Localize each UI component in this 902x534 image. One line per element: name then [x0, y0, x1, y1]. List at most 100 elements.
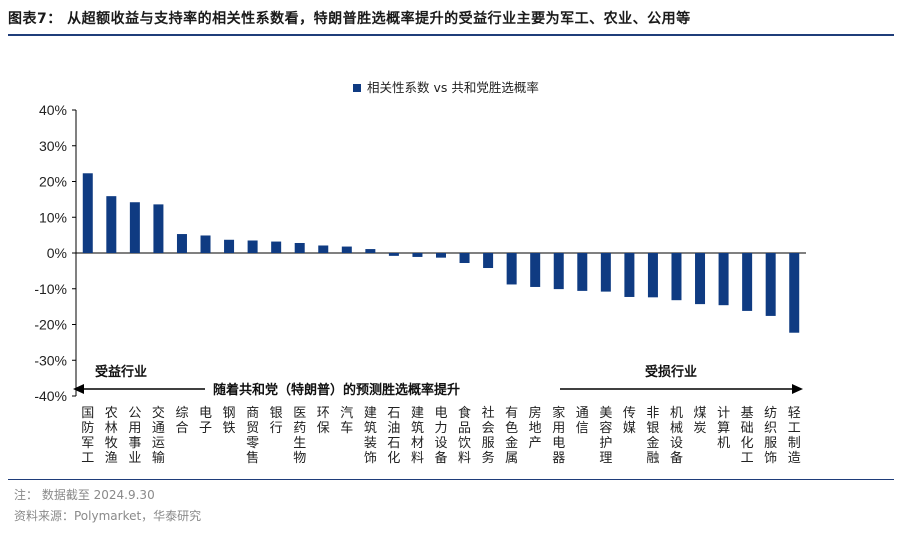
category-label-char: 机	[670, 406, 683, 421]
category-label-char: 品	[458, 421, 471, 436]
bar	[459, 253, 470, 264]
category-label-char: 饮	[458, 436, 471, 451]
category-label-char: 社	[482, 405, 495, 421]
legend-label: 相关性系数 vs 共和党胜选概率	[367, 80, 539, 95]
category-label-char: 械	[670, 421, 683, 436]
category-label-char: 综	[175, 406, 188, 421]
category-label-char: 力	[434, 421, 447, 436]
bar	[200, 235, 211, 253]
category-label-char: 筑	[364, 420, 377, 436]
category-label-char: 事	[128, 436, 141, 451]
category-label-char: 础	[741, 421, 754, 436]
bar	[388, 253, 399, 256]
category-label-char: 色	[505, 420, 518, 436]
category-label-char: 传	[623, 406, 636, 421]
category-label-char: 电	[552, 436, 565, 451]
category-label-char: 通	[152, 421, 165, 436]
category-label-char: 电	[434, 406, 447, 421]
category-label-char: 设	[670, 436, 683, 451]
category-label-char: 金	[505, 435, 518, 451]
category-label-char: 纺	[764, 406, 777, 421]
bar	[294, 242, 305, 253]
bar	[341, 246, 352, 253]
category-label-char: 料	[411, 451, 424, 466]
category-label-char: 装	[364, 436, 377, 451]
y-tick-label: 40%	[39, 102, 67, 118]
category-label-char: 备	[434, 450, 447, 466]
category-label-char: 用	[552, 421, 565, 436]
category-label-char: 医	[293, 406, 306, 421]
category-label-char: 交	[152, 405, 165, 421]
category-label-char: 融	[646, 451, 659, 466]
category-label-char: 家	[552, 405, 565, 421]
bar	[318, 245, 329, 253]
left-arrow-head	[73, 384, 84, 394]
bar	[553, 253, 564, 290]
category-label-char: 食	[458, 405, 471, 421]
category-label-char: 炭	[694, 421, 707, 436]
category-label-char: 石	[387, 436, 400, 451]
category-label-char: 煤	[694, 406, 707, 421]
category-label-char: 建	[364, 406, 377, 421]
category-labels: 国防军工农林牧渔公用事业交通运输综合电子钢铁商贸零售银行医药生物环保汽车建筑装饰…	[81, 405, 800, 466]
category-label-char: 容	[599, 420, 612, 436]
category-label-char: 银	[646, 421, 659, 436]
category-label-char: 制	[788, 436, 801, 451]
bar	[577, 253, 588, 291]
category-label-char: 筑	[411, 420, 424, 436]
bar	[82, 173, 93, 253]
category-label-char: 属	[505, 451, 518, 466]
category-label-char: 基	[741, 406, 754, 421]
category-label-char: 织	[764, 421, 777, 436]
category-label-char: 服	[764, 436, 777, 451]
bar	[365, 249, 376, 253]
category-label-char: 建	[411, 406, 424, 421]
bar	[695, 253, 706, 305]
category-label-char: 商	[246, 406, 259, 421]
category-label-char: 务	[482, 450, 495, 466]
title-underline	[8, 34, 894, 36]
category-label-char: 子	[199, 421, 212, 436]
category-label-char: 贸	[246, 421, 259, 436]
category-label-char: 渔	[105, 451, 118, 466]
source-note: 资料来源：Polymarket，华泰研究	[14, 509, 202, 523]
category-label-char: 非	[646, 406, 659, 421]
category-label-char: 物	[293, 451, 306, 466]
bar	[600, 253, 611, 292]
bar	[671, 253, 682, 301]
category-label-char: 工	[81, 451, 94, 466]
y-tick-label: -40%	[34, 388, 67, 404]
y-tick-label: 10%	[39, 209, 67, 225]
category-label-char: 行	[270, 421, 283, 436]
category-label-char: 护	[599, 436, 612, 451]
category-label-char: 材	[411, 436, 424, 451]
category-label-char: 公	[128, 406, 141, 421]
category-label-char: 理	[599, 451, 612, 466]
figure-title: 图表7： 从超额收益与支持率的相关性系数看，特朗普胜选概率提升的受益行业主要为军…	[8, 11, 691, 27]
category-label-char: 用	[128, 421, 141, 436]
chart-bars	[82, 173, 800, 333]
category-label-char: 设	[434, 436, 447, 451]
category-label-char: 服	[482, 436, 495, 451]
footnote: 注： 数据截至 2024.9.30	[14, 488, 155, 502]
category-label-char: 金	[646, 435, 659, 451]
category-label-char: 输	[152, 450, 165, 466]
category-label-char: 料	[458, 451, 471, 466]
annotation-loser: 受损行业	[645, 364, 697, 380]
category-label-char: 美	[599, 406, 612, 421]
annotation-beneficiary: 受益行业	[95, 364, 147, 380]
bar	[129, 202, 140, 253]
category-label-char: 售	[246, 450, 259, 466]
bar	[247, 240, 258, 253]
bar	[765, 253, 776, 316]
category-label-char: 保	[317, 421, 330, 436]
category-label-char: 房	[529, 405, 542, 421]
category-label-char: 合	[175, 421, 188, 436]
category-label-char: 药	[293, 421, 306, 436]
category-label-char: 环	[317, 406, 330, 421]
category-label-char: 石	[387, 406, 400, 421]
bar	[412, 253, 423, 257]
bar	[271, 241, 282, 253]
chart-annotations: 受益行业 随着共和党（特朗普）的预测胜选概率提升 受损行业	[73, 364, 803, 398]
bar	[789, 253, 800, 333]
